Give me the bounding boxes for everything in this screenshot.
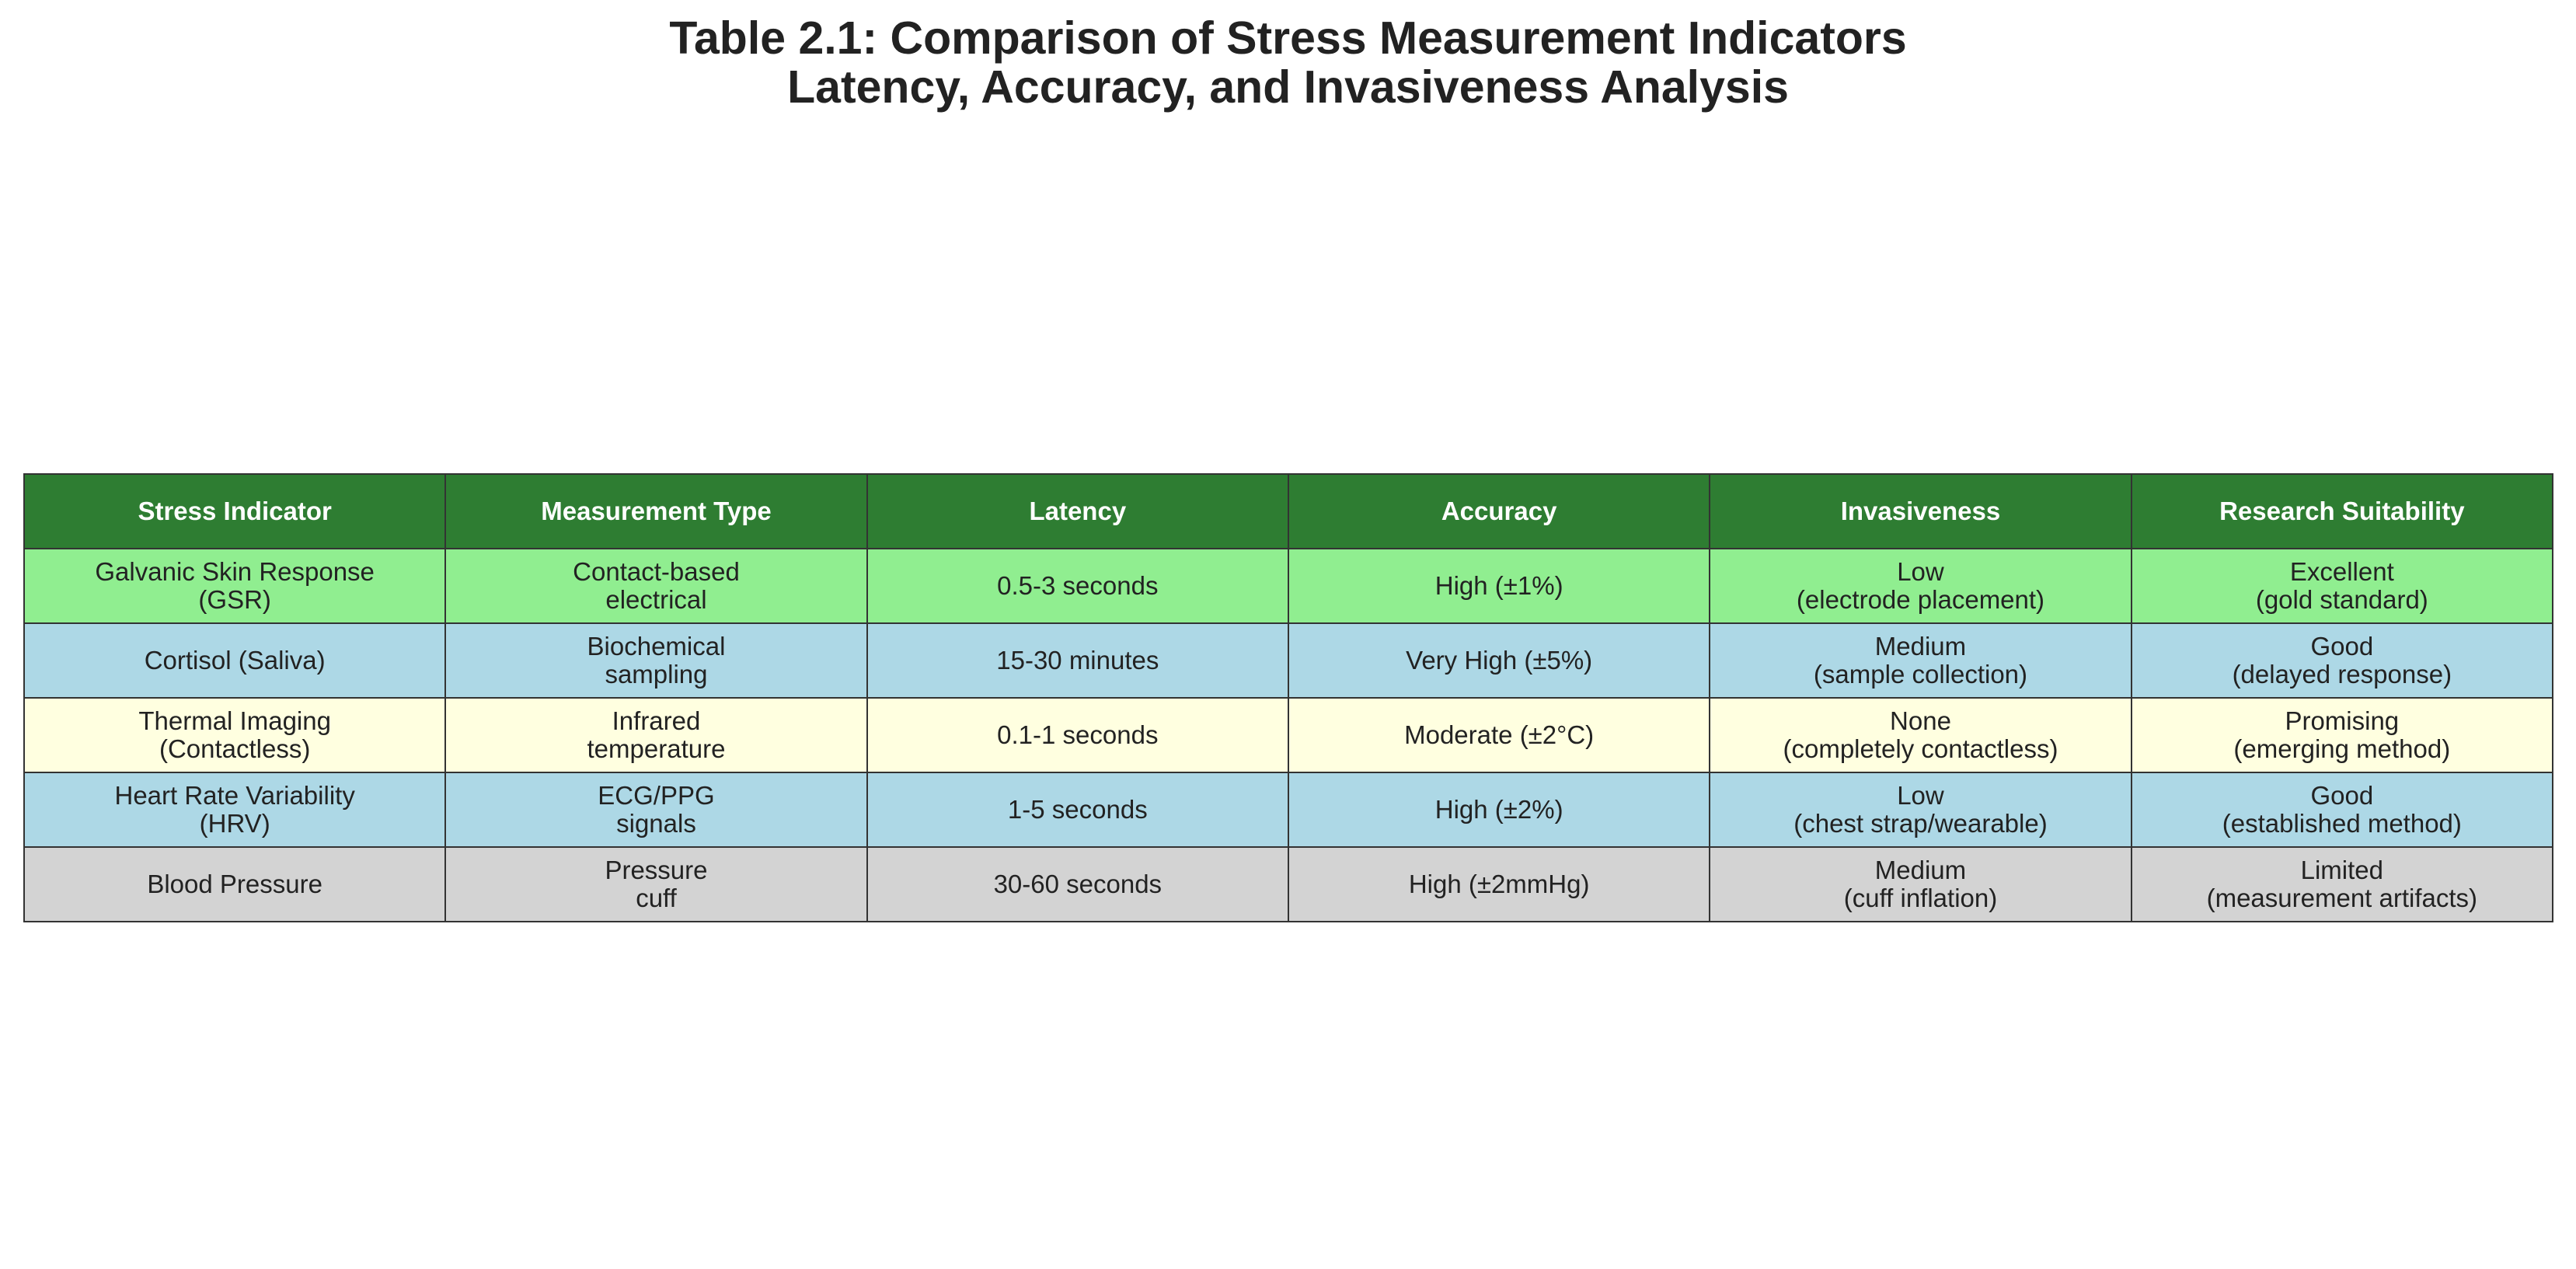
- cell-text: Galvanic Skin Response: [95, 557, 375, 586]
- table-cell: Pressure cuff: [444, 846, 868, 922]
- chart-title-line-1: Table 2.1: Comparison of Stress Measurem…: [669, 12, 1907, 64]
- cell-text: electrical: [605, 585, 707, 614]
- table-row: Heart Rate Variability (HRV) ECG/PPG signal…: [23, 772, 2554, 848]
- table-cell: Promising (emerging method): [2130, 697, 2554, 773]
- cell-text: Blood Pressure: [147, 870, 322, 898]
- cell-text: Promising: [2285, 706, 2400, 735]
- cell-text: signals: [616, 809, 696, 838]
- cell-text: Thermal Imaging: [138, 706, 331, 735]
- table-cell: Cortisol (Saliva): [23, 622, 447, 699]
- table-header: Stress Indicator Measurement Type Latency A…: [23, 473, 2554, 549]
- table-cell: None (completely contactless): [1709, 697, 2132, 773]
- cell-text: (measurement artifacts): [2206, 884, 2478, 912]
- table-cell: High (±1%): [1287, 548, 1711, 624]
- table-row: Cortisol (Saliva) Biochemical sampling 15-3…: [23, 622, 2554, 699]
- cell-text: temperature: [587, 734, 726, 763]
- cell-text: 1-5 seconds: [1007, 795, 1148, 824]
- table-cell: Thermal Imaging (Contactless): [23, 697, 447, 773]
- cell-text: (cuff inflation): [1843, 884, 1998, 912]
- cell-text: Low: [1897, 781, 1944, 810]
- table-cell: 0.1-1 seconds: [866, 697, 1289, 773]
- cell-text: Cortisol (Saliva): [144, 646, 326, 675]
- comparison-table: Stress Indicator Measurement Type Latency A…: [23, 473, 2554, 922]
- cell-text: cuff: [636, 884, 677, 912]
- table-cell: High (±2mmHg): [1287, 846, 1711, 922]
- table-row: Thermal Imaging (Contactless) Infrared temp…: [23, 697, 2554, 773]
- table-cell: Good (delayed response): [2130, 622, 2554, 699]
- cell-text: Medium: [1874, 856, 1967, 884]
- column-header: Stress Indicator: [23, 473, 447, 549]
- table-cell: ECG/PPG signals: [444, 772, 868, 848]
- column-header: Latency: [866, 473, 1289, 549]
- table-cell: Very High (±5%): [1287, 622, 1711, 699]
- table-cell: 15-30 minutes: [866, 622, 1289, 699]
- cell-text: (sample collection): [1813, 660, 2028, 689]
- table-cell: Low (chest strap/wearable): [1709, 772, 2132, 848]
- cell-text: 0.5-3 seconds: [997, 571, 1159, 600]
- cell-text: 0.1-1 seconds: [997, 720, 1159, 749]
- cell-text: (established method): [2222, 809, 2462, 838]
- table-cell: Medium (sample collection): [1709, 622, 2132, 699]
- cell-text: Pressure: [605, 856, 708, 884]
- cell-text: Good: [2310, 632, 2374, 661]
- table-cell: Medium (cuff inflation): [1709, 846, 2132, 922]
- table-cell: Galvanic Skin Response (GSR): [23, 548, 447, 624]
- cell-text: (delayed response): [2232, 660, 2452, 689]
- header-row: Stress Indicator Measurement Type Latency A…: [23, 473, 2554, 549]
- table-cell: Contact-based electrical: [444, 548, 868, 624]
- cell-text: (gold standard): [2255, 585, 2428, 614]
- cell-text: Limited: [2300, 856, 2384, 884]
- table-cell: Low (electrode placement): [1709, 548, 2132, 624]
- cell-text: Good: [2310, 781, 2374, 810]
- cell-text: Low: [1897, 557, 1944, 586]
- table-body: Galvanic Skin Response (GSR) Contact-based…: [23, 548, 2554, 922]
- column-header: Accuracy: [1287, 473, 1711, 549]
- table-cell: Limited (measurement artifacts): [2130, 846, 2554, 922]
- cell-text: Contact-based: [573, 557, 740, 586]
- column-header: Research Suitability: [2130, 473, 2554, 549]
- cell-text: (completely contactless): [1783, 734, 2058, 763]
- cell-text: (HRV): [199, 809, 270, 838]
- table-cell: 0.5-3 seconds: [866, 548, 1289, 624]
- column-header: Measurement Type: [444, 473, 868, 549]
- cell-text: (electrode placement): [1796, 585, 2045, 614]
- table-cell: Excellent (gold standard): [2130, 548, 2554, 624]
- cell-text: High (±2%): [1434, 795, 1563, 824]
- table-row: Galvanic Skin Response (GSR) Contact-based…: [23, 548, 2554, 624]
- cell-text: 15-30 minutes: [996, 646, 1159, 675]
- cell-text: 30-60 seconds: [993, 870, 1163, 898]
- table-cell: Biochemical sampling: [444, 622, 868, 699]
- table-cell: Blood Pressure: [23, 846, 447, 922]
- table-cell: 1-5 seconds: [866, 772, 1289, 848]
- cell-text: High (±1%): [1434, 571, 1563, 600]
- table-cell: High (±2%): [1287, 772, 1711, 848]
- cell-text: Excellent: [2289, 557, 2394, 586]
- cell-text: (GSR): [198, 585, 271, 614]
- chart-title-line-2: Latency, Accuracy, and Invasiveness Anal…: [787, 61, 1789, 113]
- table-row: Blood Pressure Pressure cuff 30-60 seconds H…: [23, 846, 2554, 922]
- chart-title: Table 2.1: Comparison of Stress Measurem…: [0, 14, 2576, 112]
- cell-text: High (±2mmHg): [1408, 870, 1590, 898]
- cell-text: Heart Rate Variability: [114, 781, 355, 810]
- cell-text: Medium: [1874, 632, 1967, 661]
- cell-text: (chest strap/wearable): [1793, 809, 2048, 838]
- table-cell: 30-60 seconds: [866, 846, 1289, 922]
- cell-text: None: [1890, 706, 1951, 735]
- table-cell: Moderate (±2°C): [1287, 697, 1711, 773]
- cell-text: sampling: [605, 660, 708, 689]
- table-cell: Good (established method): [2130, 772, 2554, 848]
- cell-text: Moderate (±2°C): [1404, 720, 1595, 749]
- cell-text: Infrared: [612, 706, 701, 735]
- cell-text: Very High (±5%): [1406, 646, 1593, 675]
- table-cell: Infrared temperature: [444, 697, 868, 773]
- cell-text: (Contactless): [159, 734, 311, 763]
- cell-text: ECG/PPG: [598, 781, 715, 810]
- column-header: Invasiveness: [1709, 473, 2132, 549]
- table-cell: Heart Rate Variability (HRV): [23, 772, 447, 848]
- cell-text: (emerging method): [2233, 734, 2451, 763]
- cell-text: Biochemical: [587, 632, 726, 661]
